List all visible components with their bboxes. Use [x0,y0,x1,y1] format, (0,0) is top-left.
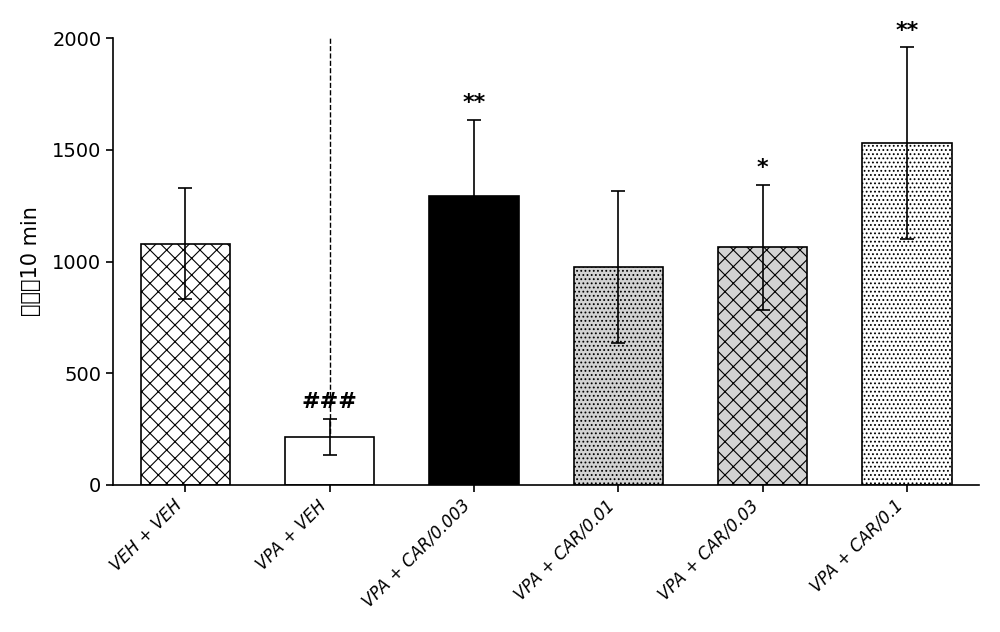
Y-axis label: 计数／10 min: 计数／10 min [21,207,41,317]
Text: **: ** [895,21,919,40]
Bar [285,437,374,485]
Text: ###: ### [302,392,358,412]
Bar [574,267,663,485]
Bar [862,143,952,485]
Bar [429,196,519,485]
Bar [141,244,230,485]
Text: **: ** [462,93,486,113]
Bar [718,247,807,485]
Text: *: * [757,158,768,178]
